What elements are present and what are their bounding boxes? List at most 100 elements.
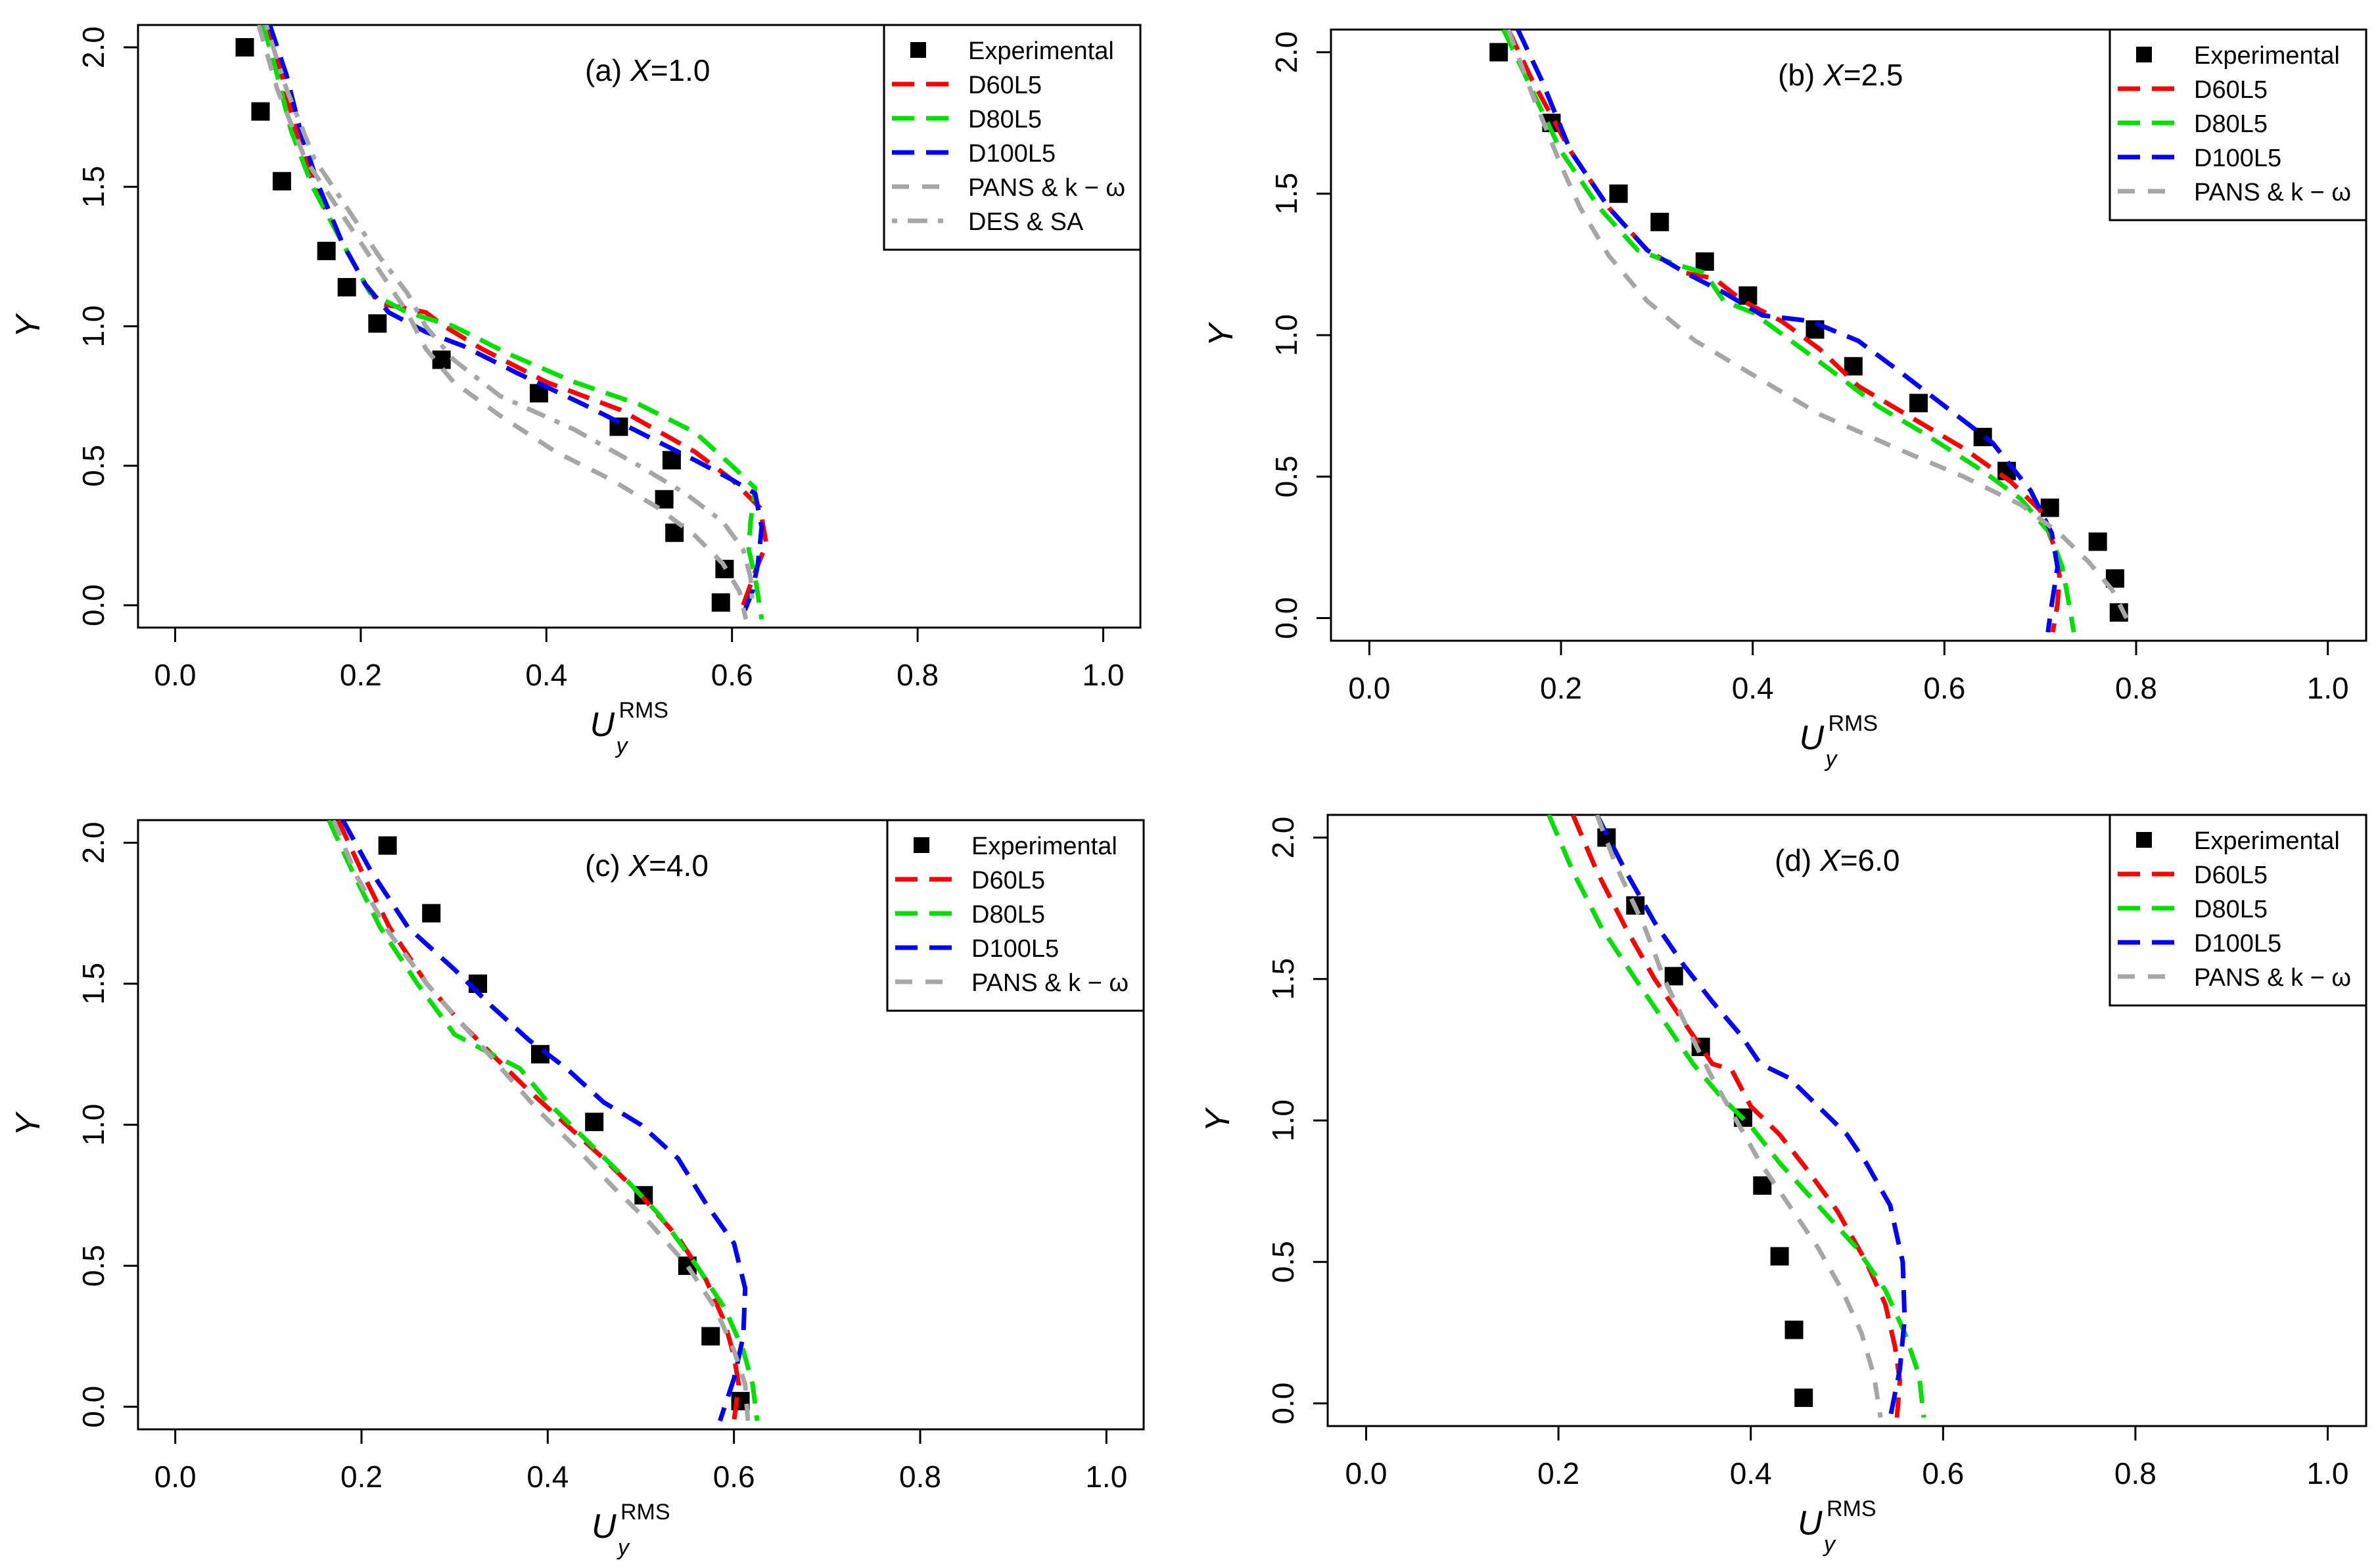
x-axis-label-superscript: RMS (620, 1500, 670, 1525)
y-tick-label: 0.5 (1266, 1241, 1300, 1283)
chart-panel-b: 0.0 0.2 0.4 0.6 0.8 1.0 0.0 0.5 1.0 1.5 2.0 Y Uy RMS (… (1202, 28, 2367, 772)
y-tick-label: 2.0 (76, 821, 110, 864)
x-tick-label: 0.6 (1923, 671, 1965, 705)
y-tick-label: 1.5 (76, 166, 110, 208)
legend-label: D80L5 (968, 106, 1042, 133)
y-axis-label: Y (9, 313, 47, 338)
chart-panel-a: 0.0 0.2 0.4 0.6 0.8 1.0 0.0 0.5 1.0 1.5 2.0 Y Uy RMS (… (9, 24, 1142, 758)
data-point-experimental (1695, 252, 1714, 271)
x-tick-label: 1.0 (2307, 1456, 2349, 1490)
data-point-experimental (317, 241, 336, 260)
legend-marker-experimental (910, 42, 926, 58)
data-point-experimental (368, 314, 387, 333)
x-axis-label: U (592, 1508, 617, 1546)
x-axis-label-subscript: y (617, 1535, 630, 1560)
legend-label: D100L5 (968, 140, 1056, 168)
series-line-d60 (266, 25, 769, 607)
series-line-d80 (261, 25, 764, 620)
x-tick-label: 0.2 (340, 658, 382, 692)
y-tick-label: 1.0 (1266, 1099, 1300, 1141)
panel-title-value: =6.0 (1840, 843, 1900, 877)
data-point-experimental (2040, 498, 2059, 517)
data-point-experimental (235, 37, 254, 57)
legend-label: D60L5 (971, 867, 1045, 894)
y-tick-label: 0.0 (76, 584, 110, 626)
legend-label: D80L5 (971, 901, 1045, 929)
legend: Experimental D60L5 D80L5 D100L5 PANS & k − ω (2109, 28, 2367, 221)
x-tick-label: 0.8 (2115, 671, 2157, 705)
x-tick-label: 1.0 (2307, 671, 2349, 705)
x-tick-label: 0.0 (154, 658, 197, 692)
x-axis-label-subscript: y (615, 733, 629, 758)
data-point-experimental (1489, 43, 1508, 62)
data-point-experimental (422, 904, 441, 923)
panel-title-value: =2.5 (1844, 58, 1903, 92)
data-point-experimental (1650, 212, 1669, 231)
legend-label: PANS & k − ω (2194, 179, 2351, 206)
x-tick-label: 1.0 (1083, 658, 1125, 692)
legend-label: Experimental (2194, 827, 2340, 855)
x-axis-label: U (590, 706, 615, 744)
series-line-d100 (340, 820, 748, 1422)
data-point-experimental (1973, 428, 1992, 446)
x-axis-label-subscript: y (1825, 747, 1838, 772)
data-point-experimental (432, 350, 451, 369)
x-axis-label-superscript: RMS (1829, 711, 1878, 736)
x-tick-label: 0.4 (1732, 671, 1774, 705)
data-point-experimental (2088, 532, 2107, 551)
panel-title-value: =1.0 (651, 53, 711, 87)
x-tick-label: 0.2 (1540, 671, 1582, 705)
series-line-pans (1506, 30, 2129, 620)
legend-label: D100L5 (2194, 930, 2281, 957)
x-axis-label-superscript: RMS (619, 698, 669, 723)
data-point-experimental (585, 1113, 604, 1132)
x-tick-label: 0.0 (1348, 671, 1390, 705)
series-line-d80 (1547, 815, 1926, 1418)
y-tick-label: 0.0 (76, 1386, 110, 1428)
legend-label: D100L5 (971, 935, 1059, 963)
x-tick-label: 0.0 (154, 1460, 197, 1494)
x-tick-label: 0.8 (897, 658, 939, 692)
data-point-experimental (337, 278, 356, 297)
legend: Experimental D60L5 D80L5 D100L5 PANS & k − ω (886, 819, 1145, 1012)
series-line-d100 (1595, 815, 1907, 1418)
series-line-d100 (268, 25, 764, 620)
x-tick-label: 0.6 (1922, 1456, 1964, 1490)
x-tick-label: 0.8 (899, 1460, 941, 1494)
data-point-experimental (1806, 320, 1825, 339)
y-axis-label: Y (1202, 321, 1240, 346)
data-point-experimental (1909, 394, 1928, 413)
x-tick-label: 1.0 (1085, 1460, 1127, 1494)
series-group (1547, 815, 1926, 1418)
legend-label: D80L5 (2194, 896, 2268, 923)
legend-label: Experimental (2194, 42, 2340, 70)
legend-label: D80L5 (2194, 110, 2268, 138)
x-axis-label: U (1798, 1504, 1823, 1542)
series-group (1489, 30, 2129, 633)
y-tick-label: 1.5 (1266, 958, 1300, 1000)
legend-label: DES & SA (968, 208, 1084, 236)
y-tick-label: 0.0 (1269, 597, 1303, 639)
legend-marker-experimental (2136, 832, 2152, 848)
panel-title: (d) X=6.0 (1775, 843, 1900, 877)
data-point-experimental (1784, 1320, 1804, 1339)
legend-label: PANS & k − ω (968, 174, 1125, 202)
series-line-d80 (327, 820, 760, 1421)
legend-label: D60L5 (2194, 862, 2268, 889)
panel-title-prefix: (b) (1778, 58, 1823, 92)
x-axis-label-superscript: RMS (1827, 1496, 1877, 1521)
data-point-experimental (711, 593, 730, 612)
legend-label: PANS & k − ω (971, 969, 1129, 997)
data-point-experimental (1609, 184, 1628, 203)
legend-label: Experimental (968, 37, 1114, 65)
legend-label: PANS & k − ω (2194, 964, 2351, 992)
x-tick-label: 0.2 (340, 1460, 383, 1494)
legend-label: D60L5 (968, 72, 1042, 99)
y-tick-label: 2.0 (76, 26, 110, 68)
series-line-d100 (1516, 30, 2060, 633)
x-tick-label: 0.6 (711, 658, 753, 692)
legend: Experimental D60L5 D80L5 D100L5 PANS & k − ω… (883, 24, 1142, 251)
y-axis-label: Y (1199, 1107, 1237, 1132)
panel-title-variable: X (630, 53, 652, 87)
